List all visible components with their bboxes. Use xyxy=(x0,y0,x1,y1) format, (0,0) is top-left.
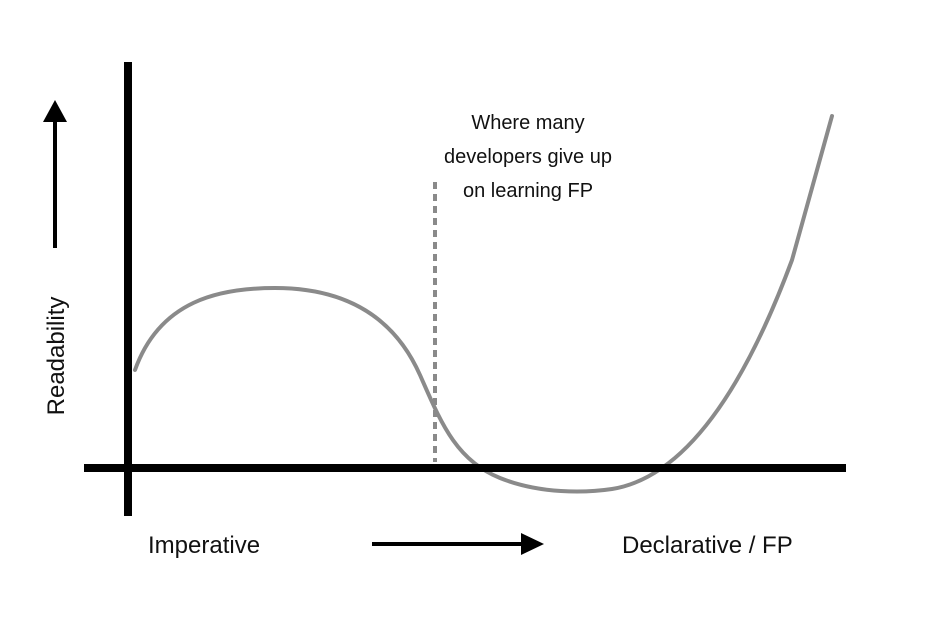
give-up-annotation: Where many developers give up on learnin… xyxy=(444,112,612,202)
x-end-label: Declarative / FP xyxy=(622,532,793,559)
right-arrow xyxy=(372,533,544,555)
annotation-line-2: developers give up xyxy=(444,146,612,168)
annotation-line-3: on learning FP xyxy=(463,180,593,202)
annotation-line-1: Where many xyxy=(471,112,584,134)
x-start-label: Imperative xyxy=(148,532,260,559)
readability-curve xyxy=(133,114,834,494)
y-axis-label: Readability xyxy=(43,297,70,416)
up-arrow xyxy=(43,100,67,248)
